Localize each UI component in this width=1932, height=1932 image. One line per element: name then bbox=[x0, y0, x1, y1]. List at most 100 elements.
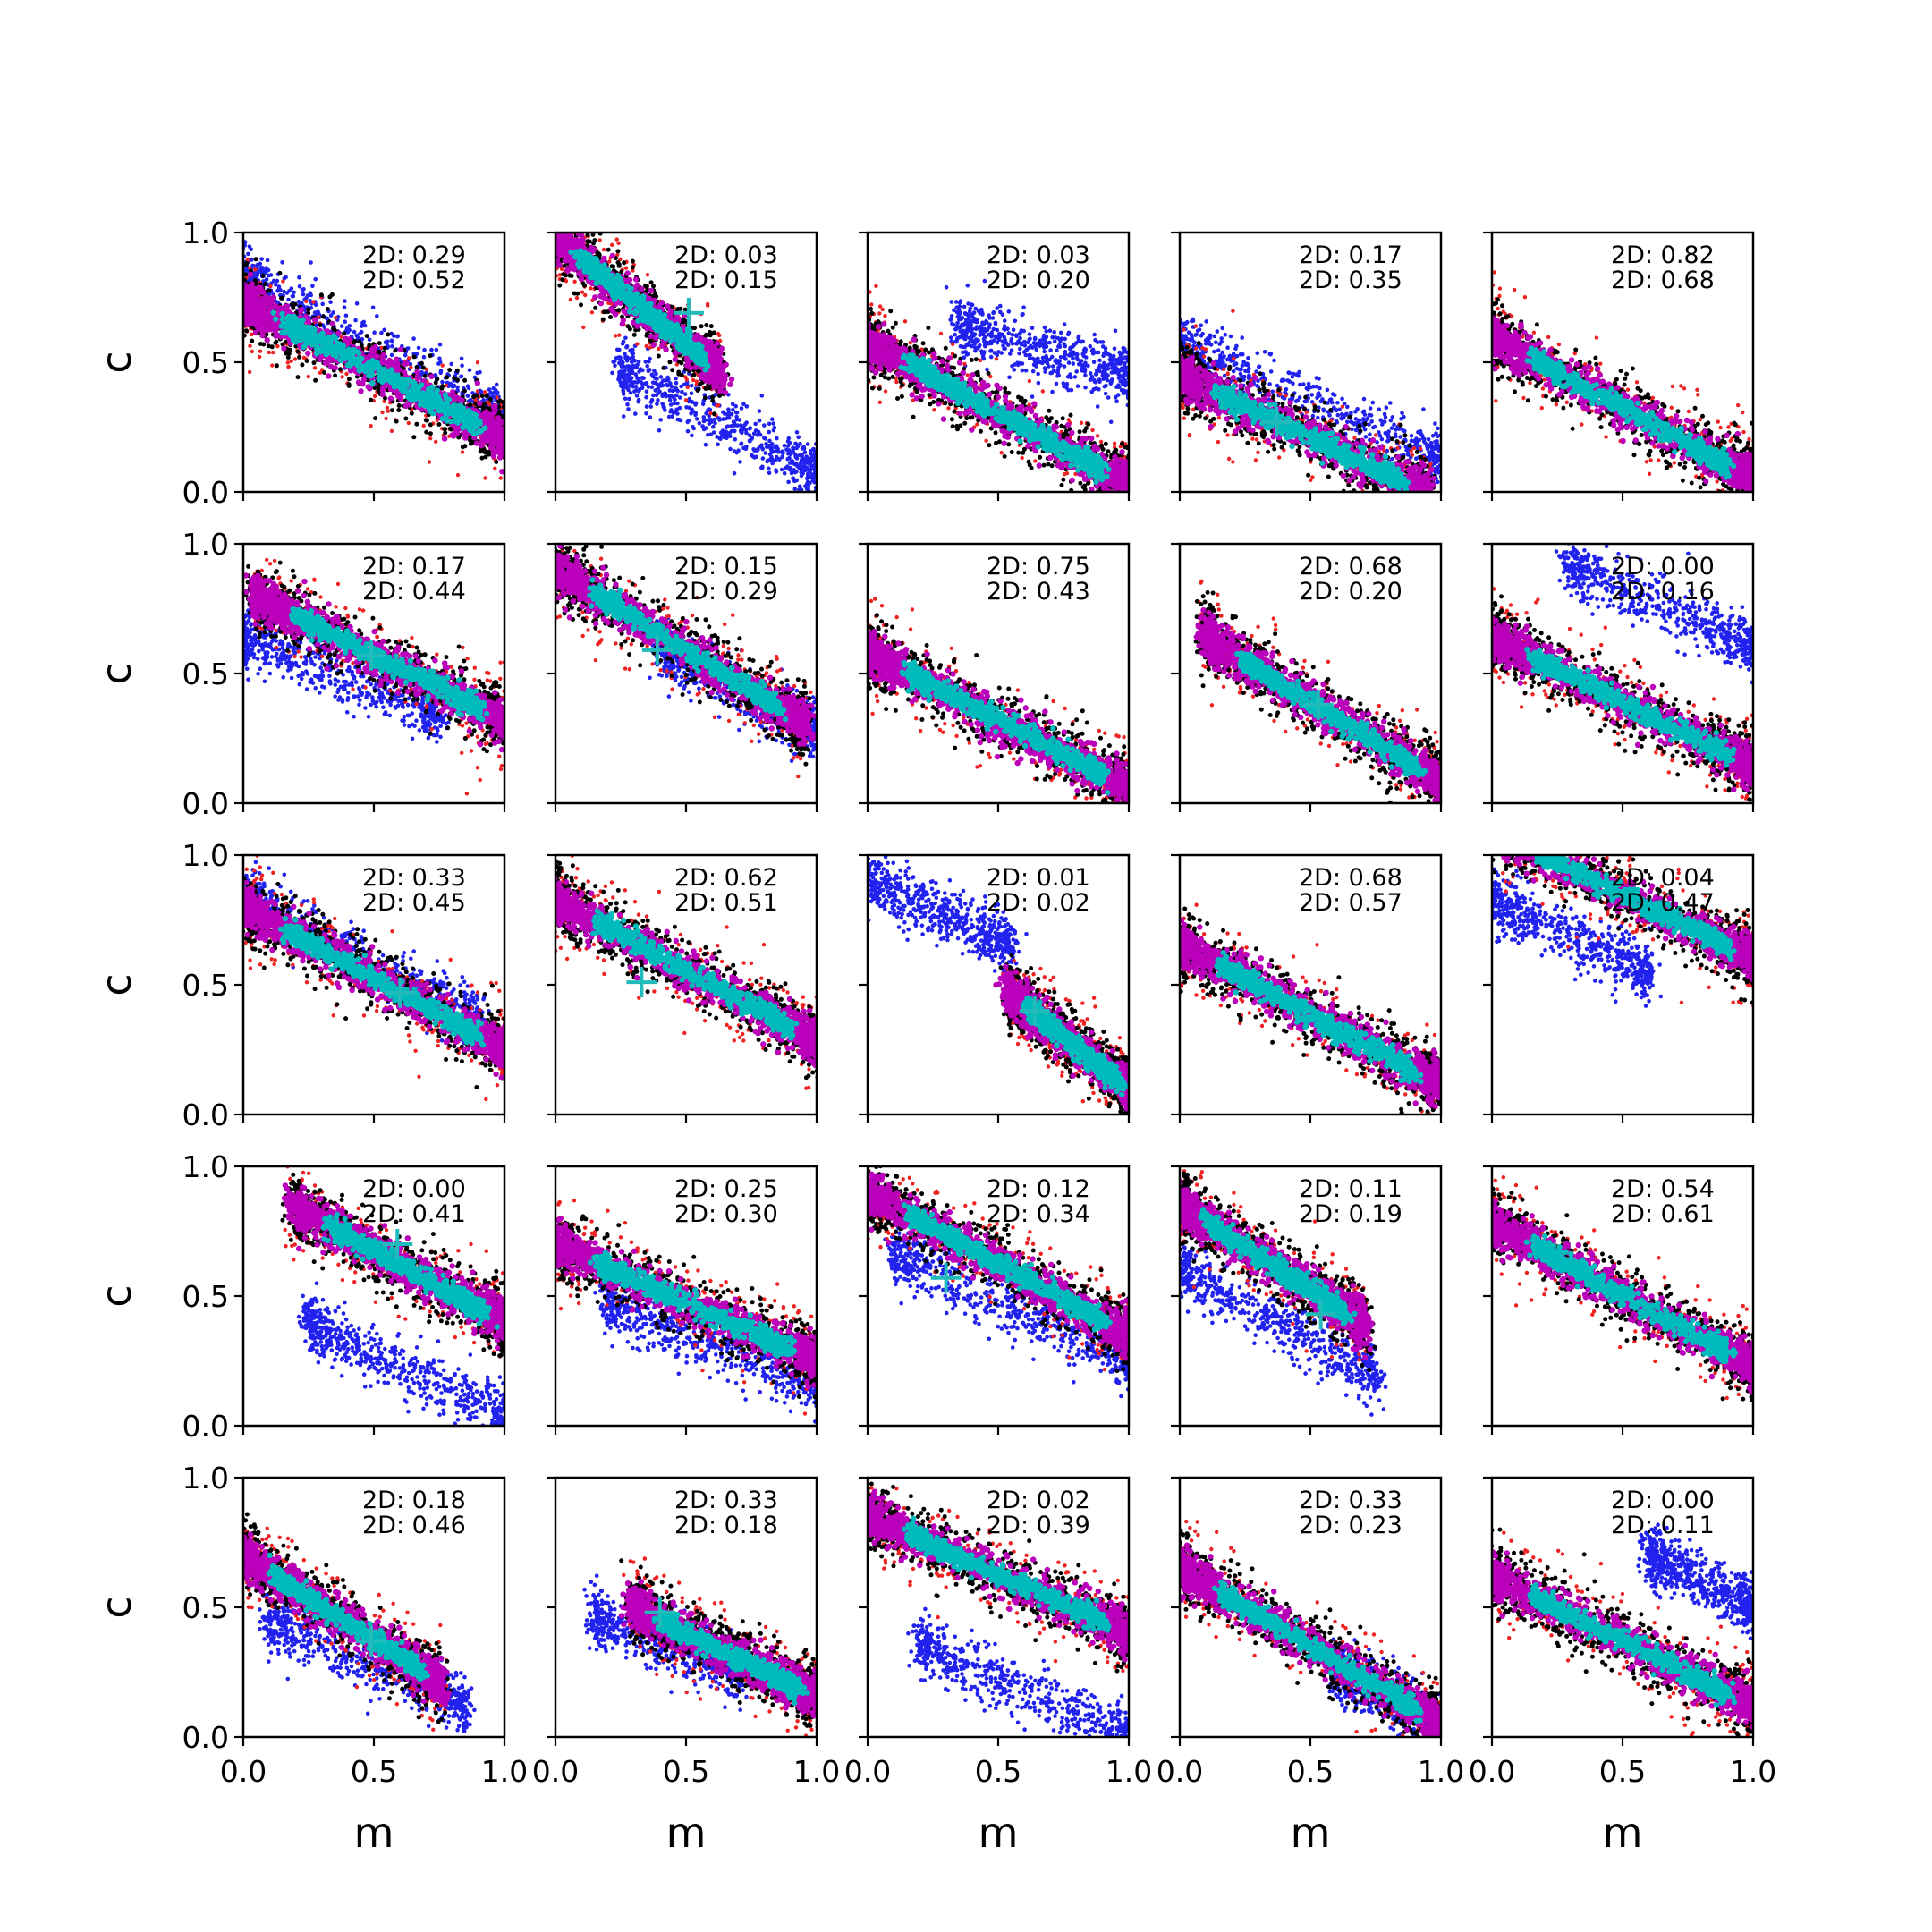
annotation-text: 2D: 0.17 bbox=[1299, 242, 1402, 269]
annotation-text: 2D: 0.54 bbox=[1611, 1175, 1715, 1203]
y-tick-label: 0.5 bbox=[182, 968, 229, 1003]
cyan-series bbox=[1214, 950, 1423, 1085]
y-axis-label: c bbox=[92, 351, 140, 373]
annotation-text: 2D: 0.00 bbox=[1611, 553, 1715, 580]
annotation-text: 2D: 0.20 bbox=[1299, 578, 1402, 606]
annotation-text: 2D: 0.51 bbox=[674, 889, 778, 917]
annotation-text: 2D: 0.62 bbox=[674, 864, 778, 892]
cyan-series bbox=[1234, 650, 1428, 778]
annotation-text: 2D: 0.02 bbox=[987, 889, 1090, 917]
scatter-points bbox=[852, 597, 1145, 838]
annotation-text: 2D: 0.34 bbox=[987, 1200, 1090, 1228]
y-tick-label: 0.0 bbox=[182, 1720, 229, 1755]
y-axis-label: c bbox=[92, 973, 140, 996]
annotation-text: 2D: 0.75 bbox=[987, 553, 1090, 580]
annotation-text: 2D: 0.41 bbox=[362, 1200, 466, 1228]
annotation-text: 2D: 0.02 bbox=[987, 1487, 1090, 1514]
annotation-text: 2D: 0.00 bbox=[362, 1175, 466, 1203]
annotation-text: 2D: 0.19 bbox=[1299, 1200, 1402, 1228]
y-tick-label: 0.5 bbox=[182, 1590, 229, 1625]
y-tick-label: 0.0 bbox=[182, 1409, 229, 1444]
x-axis-label: m bbox=[354, 1809, 394, 1857]
cyan-series bbox=[1524, 647, 1737, 768]
annotation-text: 2D: 0.29 bbox=[362, 242, 466, 269]
annotation-text: 2D: 0.03 bbox=[674, 242, 778, 269]
annotation-text: 2D: 0.04 bbox=[1611, 864, 1715, 892]
annotation-text: 2D: 0.39 bbox=[987, 1512, 1090, 1539]
annotation-text: 2D: 0.47 bbox=[1611, 889, 1715, 917]
annotation-text: 2D: 0.35 bbox=[1299, 267, 1402, 294]
annotation-text: 2D: 0.25 bbox=[674, 1175, 778, 1203]
scatter-points bbox=[582, 1556, 835, 1744]
x-axis-label: m bbox=[1291, 1809, 1331, 1857]
x-axis-label: m bbox=[1603, 1809, 1643, 1857]
cyan-series bbox=[1524, 1233, 1739, 1364]
annotation-text: 2D: 0.43 bbox=[987, 578, 1090, 606]
cyan-series bbox=[590, 909, 799, 1041]
scatter-points bbox=[538, 1199, 836, 1424]
x-tick-label: 0.0 bbox=[1469, 1754, 1515, 1789]
x-tick-label: 0.5 bbox=[351, 1754, 397, 1789]
x-tick-label: 0.0 bbox=[1157, 1754, 1203, 1789]
x-tick-label: 0.5 bbox=[663, 1754, 709, 1789]
x-tick-label: 0.5 bbox=[1599, 1754, 1646, 1789]
scatter-points bbox=[1476, 270, 1769, 529]
annotation-text: 2D: 0.12 bbox=[987, 1175, 1090, 1203]
y-tick-label: 0.5 bbox=[182, 345, 229, 380]
x-tick-label: 0.5 bbox=[1287, 1754, 1334, 1789]
annotation-text: 2D: 0.82 bbox=[1611, 242, 1715, 269]
scatter-points bbox=[1162, 299, 1455, 544]
y-tick-label: 0.0 bbox=[182, 786, 229, 821]
annotation-text: 2D: 0.33 bbox=[1299, 1487, 1402, 1514]
y-tick-label: 1.0 bbox=[182, 1149, 229, 1184]
cyan-series bbox=[1525, 345, 1737, 479]
annotation-text: 2D: 0.23 bbox=[1299, 1512, 1402, 1539]
annotation-text: 2D: 0.52 bbox=[362, 267, 466, 294]
annotation-text: 2D: 0.68 bbox=[1299, 553, 1402, 580]
annotation-text: 2D: 0.11 bbox=[1611, 1512, 1715, 1539]
y-tick-label: 0.5 bbox=[182, 657, 229, 691]
annotation-text: 2D: 0.29 bbox=[674, 578, 778, 606]
annotation-text: 2D: 0.18 bbox=[674, 1512, 778, 1539]
y-tick-label: 0.0 bbox=[182, 1097, 229, 1132]
scatter-points bbox=[1162, 1520, 1460, 1770]
y-axis-label: c bbox=[92, 1284, 140, 1307]
cyan-series bbox=[278, 916, 486, 1048]
annotation-text: 2D: 0.44 bbox=[362, 578, 466, 606]
y-axis-label: c bbox=[92, 1596, 140, 1618]
y-tick-label: 1.0 bbox=[182, 216, 229, 250]
annotation-text: 2D: 0.15 bbox=[674, 267, 778, 294]
scatter-points bbox=[1476, 1521, 1767, 1758]
y-axis-label: c bbox=[92, 662, 140, 684]
x-tick-label: 1.0 bbox=[1106, 1754, 1152, 1789]
x-axis-label: m bbox=[979, 1809, 1019, 1857]
x-tick-label: 1.0 bbox=[1730, 1754, 1776, 1789]
y-tick-label: 0.5 bbox=[182, 1279, 229, 1314]
annotation-text: 2D: 0.11 bbox=[1299, 1175, 1402, 1203]
annotation-text: 2D: 0.57 bbox=[1299, 889, 1402, 917]
annotation-text: 2D: 0.20 bbox=[987, 267, 1090, 294]
annotation-text: 2D: 0.33 bbox=[362, 864, 466, 892]
